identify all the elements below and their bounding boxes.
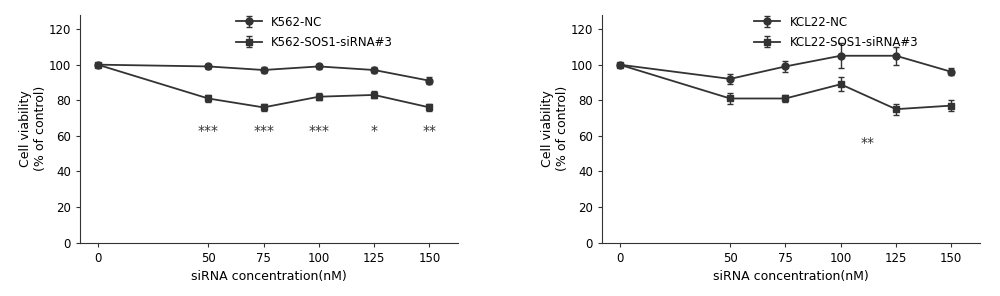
Text: ***: *** — [253, 123, 274, 138]
X-axis label: siRNA concentration(nM): siRNA concentration(nM) — [713, 270, 869, 283]
Legend: KCL22-NC, KCL22-SOS1-siRNA#3: KCL22-NC, KCL22-SOS1-siRNA#3 — [754, 16, 918, 49]
Text: ***: *** — [308, 123, 329, 138]
Text: **: ** — [860, 136, 874, 150]
Text: **: ** — [422, 123, 436, 138]
Y-axis label: Cell viability
(% of control): Cell viability (% of control) — [19, 86, 47, 171]
X-axis label: siRNA concentration(nM): siRNA concentration(nM) — [191, 270, 347, 283]
Text: ***: *** — [198, 123, 219, 138]
Y-axis label: Cell viability
(% of control): Cell viability (% of control) — [541, 86, 569, 171]
Text: *: * — [371, 123, 378, 138]
Legend: K562-NC, K562-SOS1-siRNA#3: K562-NC, K562-SOS1-siRNA#3 — [236, 16, 393, 49]
